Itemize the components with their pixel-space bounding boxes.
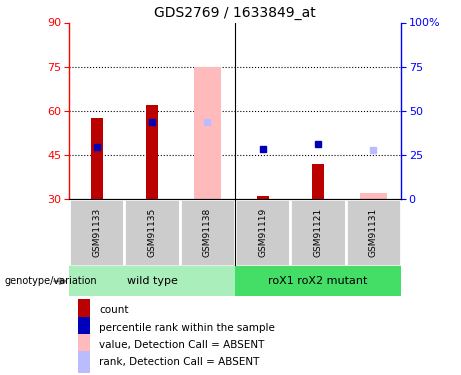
Text: GSM91135: GSM91135 (148, 208, 157, 257)
Title: GDS2769 / 1633849_at: GDS2769 / 1633849_at (154, 6, 316, 20)
Text: GSM91138: GSM91138 (203, 208, 212, 257)
Bar (91, 118, 103, 199)
Text: GSM91119: GSM91119 (258, 208, 267, 257)
Bar (78, 351, 90, 374)
Text: wild type: wild type (127, 276, 177, 286)
Bar (312, 164, 324, 199)
Text: GSM91133: GSM91133 (92, 208, 101, 257)
Bar (146, 105, 158, 199)
Bar (78, 299, 90, 321)
Text: GSM91121: GSM91121 (313, 208, 323, 257)
Bar (194, 67, 221, 199)
Text: value, Detection Call = ABSENT: value, Detection Call = ABSENT (99, 340, 265, 350)
Bar (78, 334, 90, 356)
FancyBboxPatch shape (69, 199, 124, 266)
Bar (257, 196, 269, 199)
Text: roX1 roX2 mutant: roX1 roX2 mutant (268, 276, 368, 286)
FancyBboxPatch shape (69, 266, 235, 296)
FancyBboxPatch shape (124, 199, 180, 266)
Text: genotype/variation: genotype/variation (5, 276, 97, 285)
Text: GSM91131: GSM91131 (369, 208, 378, 257)
FancyBboxPatch shape (235, 199, 290, 266)
Text: count: count (99, 305, 129, 315)
Text: rank, Detection Call = ABSENT: rank, Detection Call = ABSENT (99, 357, 260, 368)
Bar (78, 317, 90, 339)
FancyBboxPatch shape (180, 199, 235, 266)
FancyBboxPatch shape (290, 199, 346, 266)
FancyBboxPatch shape (235, 266, 401, 296)
Text: percentile rank within the sample: percentile rank within the sample (99, 323, 275, 333)
FancyBboxPatch shape (346, 199, 401, 266)
Bar (360, 193, 387, 199)
